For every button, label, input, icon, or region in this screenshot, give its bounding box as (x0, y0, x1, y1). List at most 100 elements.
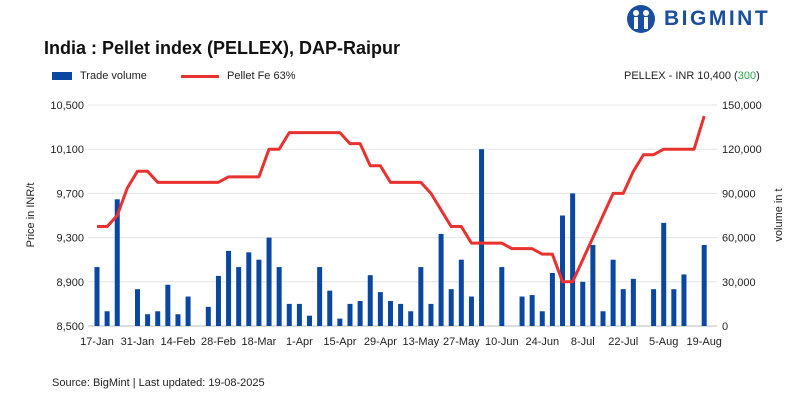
price-change: 300 (737, 70, 757, 82)
volume-bar (145, 314, 151, 326)
x-tick-label: 10-Jun (485, 336, 519, 348)
volume-bar (236, 267, 242, 326)
volume-bar (458, 259, 464, 326)
y-tick-left: 9,300 (56, 233, 84, 245)
volume-bar (215, 275, 221, 326)
volume-bar (337, 318, 343, 326)
volume-bar (226, 250, 232, 326)
x-tick-label: 24-Jun (525, 336, 559, 348)
x-tick-label: 5-Aug (649, 336, 678, 348)
y-tick-right: 150,000 (722, 100, 762, 112)
price-summary: PELLEX - INR 10,400 (300) (624, 70, 760, 82)
legend-swatch-line (181, 74, 219, 78)
x-tick-label: 22-Jul (608, 336, 638, 348)
volume-bar (367, 275, 373, 326)
chart-title: India : Pellet index (PELLEX), DAP-Raipu… (44, 38, 401, 58)
volume-bar (408, 311, 414, 326)
volume-bar (580, 281, 586, 326)
volume-bar (428, 303, 434, 326)
x-tick-label: 13-May (402, 336, 439, 348)
volume-bar (357, 300, 363, 326)
volume-bar (307, 315, 313, 326)
x-tick-label: 29-Apr (364, 336, 397, 348)
x-tick-label: 14-Feb (161, 336, 196, 348)
x-tick-label: 31-Jan (121, 336, 155, 348)
legend-label: Trade volume (80, 70, 147, 82)
bigmint-logo-icon (627, 5, 655, 33)
y-tick-left: 8,900 (56, 277, 84, 289)
legend-item-trade-volume: Trade volume (52, 70, 147, 82)
volume-bar (185, 296, 191, 326)
y-axis-right-title: volume in t (773, 188, 785, 241)
volume-bar (701, 244, 707, 326)
y-axis-left-title: Price in INR/t (25, 183, 37, 248)
volume-bar (590, 244, 596, 326)
volume-bar (165, 284, 171, 326)
volume-bar (276, 267, 282, 326)
volume-bar (549, 272, 555, 326)
volume-bar (499, 267, 505, 326)
volume-bar (610, 259, 616, 326)
volume-bar (377, 292, 383, 326)
volume-bar (94, 267, 100, 326)
y-tick-right: 60,000 (722, 233, 756, 245)
y-tick-right: 30,000 (722, 277, 756, 289)
volume-bar (246, 252, 252, 326)
volume-bar (560, 215, 566, 326)
x-tick-label: 15-Apr (323, 336, 356, 348)
x-tick-label: 27-May (443, 336, 480, 348)
legend-label: Pellet Fe 63% (227, 70, 296, 82)
volume-bar (661, 222, 667, 326)
volume-bar (671, 289, 677, 326)
legend-swatch-bar (52, 72, 72, 80)
y-tick-left: 9,700 (56, 188, 84, 200)
logo-text: BIGMINT (664, 7, 771, 30)
volume-bar (438, 233, 444, 326)
y-tick-left: 8,500 (56, 321, 84, 333)
volume-bar (317, 267, 323, 326)
volume-bar (296, 303, 302, 326)
y-tick-right: 120,000 (722, 144, 762, 156)
y-tick-right: 0 (722, 321, 728, 333)
volume-bar (286, 303, 292, 326)
volume-bar (620, 289, 626, 326)
price-summary-text: PELLEX - INR 10,400 ( (624, 70, 738, 82)
volume-bar (256, 259, 262, 326)
x-tick-label: 1-Apr (286, 336, 313, 348)
volume-bar (570, 193, 576, 326)
volume-bar (651, 289, 657, 326)
volume-bar (347, 303, 353, 326)
volume-bar (418, 267, 424, 326)
volume-bar (266, 237, 272, 326)
volume-bar (155, 311, 161, 326)
volume-bar (398, 303, 404, 326)
volume-bar (327, 290, 333, 326)
price-line (97, 115, 706, 284)
volume-bar (387, 300, 393, 326)
y-tick-left: 10,500 (50, 100, 84, 112)
source-note: Source: BigMint | Last updated: 19-08-20… (52, 377, 265, 389)
volume-bar (539, 311, 545, 326)
y-tick-right: 90,000 (722, 188, 756, 200)
legend-item-pellet-fe: Pellet Fe 63% (181, 70, 295, 82)
x-tick-label: 28-Feb (201, 336, 236, 348)
bigmint-logo: BIGMINT (626, 4, 770, 34)
x-tick-label: 19-Aug (686, 336, 721, 348)
price-summary-suffix: ) (756, 70, 760, 82)
volume-bar (630, 278, 636, 326)
volume-bar (529, 295, 535, 326)
y-tick-left: 10,100 (50, 144, 84, 156)
volume-bar (468, 296, 474, 326)
volume-bar (479, 149, 485, 326)
volume-bar (104, 311, 110, 326)
volume-bar (600, 311, 606, 326)
x-tick-label: 17-Jan (80, 336, 114, 348)
volume-bar (175, 314, 181, 326)
volume-bar (681, 274, 687, 326)
volume-bar (134, 289, 140, 326)
volume-bar (448, 289, 454, 326)
volume-bar (519, 296, 525, 326)
volume-bar (205, 306, 211, 326)
